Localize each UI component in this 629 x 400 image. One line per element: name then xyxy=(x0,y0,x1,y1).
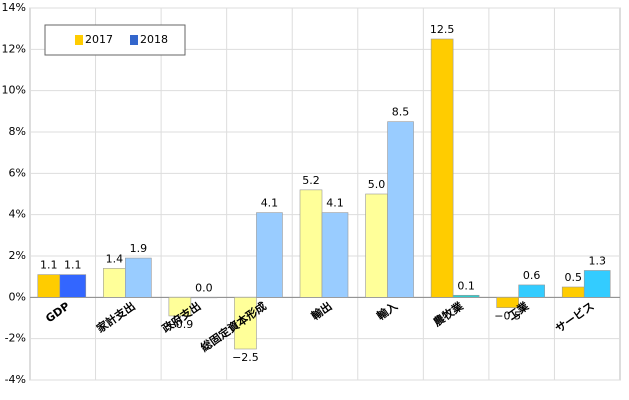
y-tick-label: 8% xyxy=(9,125,26,138)
bar xyxy=(496,297,519,308)
legend: 2017 2018 xyxy=(44,24,186,56)
bar xyxy=(518,284,545,298)
bar xyxy=(387,121,414,298)
bar xyxy=(365,193,388,298)
data-label: 12.5 xyxy=(430,23,455,36)
legend-label: 2018 xyxy=(140,33,168,46)
y-tick-label: 4% xyxy=(9,208,26,221)
bar xyxy=(561,286,585,298)
bar xyxy=(430,38,454,298)
bar xyxy=(168,297,192,317)
legend-swatch xyxy=(75,35,83,45)
plot-area xyxy=(29,7,621,381)
data-label: 5.0 xyxy=(368,178,386,191)
legend-box xyxy=(44,24,186,56)
bar xyxy=(234,297,257,350)
legend-label: 2017 xyxy=(85,33,113,46)
bar xyxy=(256,212,283,298)
y-tick-label: -2% xyxy=(5,332,26,345)
data-label: 1.9 xyxy=(130,242,148,255)
bar xyxy=(37,274,61,298)
y-tick-label: 14% xyxy=(2,1,26,14)
data-label: 1.4 xyxy=(106,252,124,265)
bar xyxy=(452,294,480,298)
data-label: 8.5 xyxy=(392,106,410,119)
bar xyxy=(59,274,87,298)
data-label: 5.2 xyxy=(302,174,320,187)
legend-swatch xyxy=(130,35,138,45)
y-tick-label: 12% xyxy=(2,42,26,55)
data-label: −2.5 xyxy=(232,351,259,364)
bar xyxy=(583,270,611,298)
data-label: 0.1 xyxy=(457,279,475,292)
data-label: 0.0 xyxy=(195,281,213,294)
bar xyxy=(190,297,218,299)
bar xyxy=(299,189,323,298)
y-tick-label: 10% xyxy=(2,84,26,97)
bar xyxy=(125,257,152,298)
data-label: 0.6 xyxy=(523,269,541,282)
data-label: 4.1 xyxy=(261,197,279,210)
bar xyxy=(103,268,126,298)
y-tick-label: 2% xyxy=(9,249,26,262)
y-tick-label: 0% xyxy=(9,290,26,303)
data-label: 4.1 xyxy=(326,197,344,210)
y-tick-label: 6% xyxy=(9,166,26,179)
data-label: 1.1 xyxy=(40,259,58,272)
data-label: 1.3 xyxy=(588,254,606,267)
data-label: −0.5 xyxy=(494,310,521,323)
data-label: 1.1 xyxy=(64,259,82,272)
y-tick-label: -4% xyxy=(5,373,26,386)
data-label: −0.9 xyxy=(167,318,194,331)
data-label: 0.5 xyxy=(564,271,582,284)
bar xyxy=(321,212,349,298)
